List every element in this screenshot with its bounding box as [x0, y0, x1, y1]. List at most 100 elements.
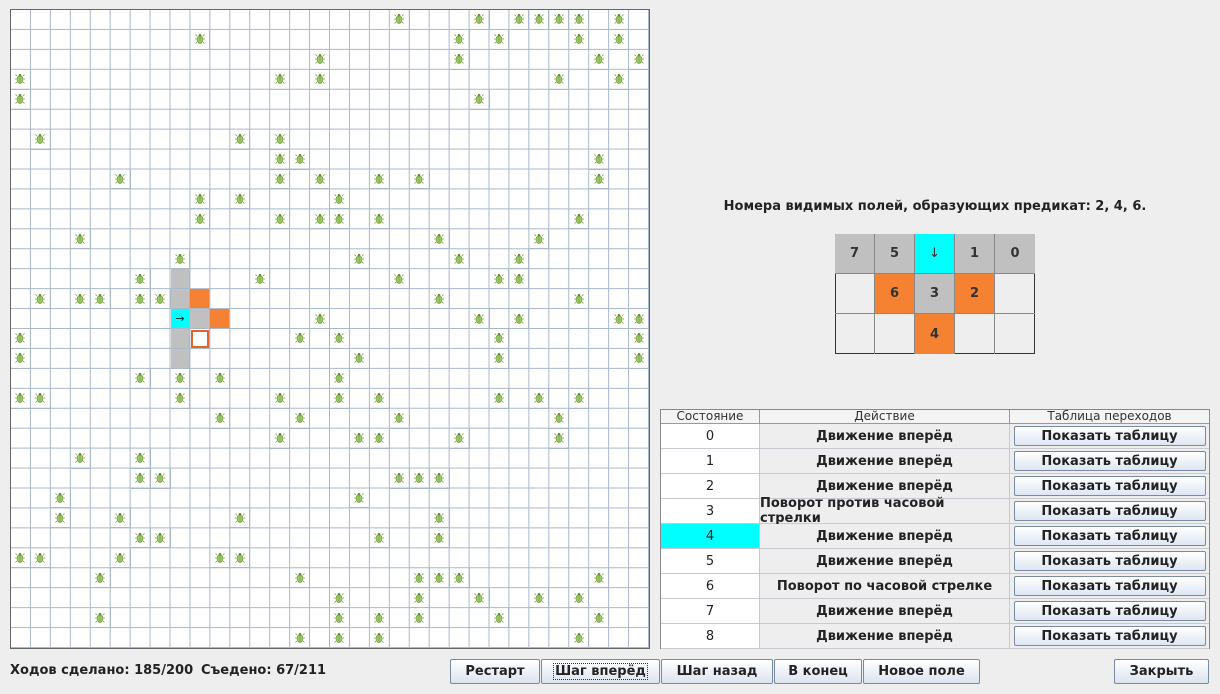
bug-icon: [194, 193, 205, 205]
show-table-button[interactable]: Показать таблицу: [1013, 451, 1206, 471]
state-cell[interactable]: 4: [661, 524, 760, 549]
bug-icon: [294, 632, 305, 644]
bug-icon: [334, 592, 345, 604]
show-table-button[interactable]: Показать таблицу: [1013, 476, 1206, 496]
bug-icon: [474, 313, 485, 325]
bug-cell: [389, 269, 410, 290]
bug-cell: [230, 129, 251, 150]
state-cell[interactable]: 3: [661, 499, 760, 524]
visible-cell: [170, 329, 191, 349]
bug-icon: [234, 193, 245, 205]
table-row: 0 Движение вперёд Показать таблицу: [661, 424, 1209, 449]
restart-button[interactable]: Рестарт: [450, 659, 540, 684]
bug-cell: [330, 608, 350, 629]
bug-cell: [11, 89, 31, 110]
visible-field-cell: 4: [915, 314, 955, 354]
table-row: 2 Движение вперёд Показать таблицу: [661, 474, 1209, 499]
state-cell[interactable]: 0: [661, 424, 760, 449]
show-table-button[interactable]: Показать таблицу: [1013, 601, 1206, 621]
transition-cell: Показать таблицу: [1010, 574, 1209, 599]
table-row: 1 Движение вперёд Показать таблицу: [661, 449, 1209, 474]
bug-cell: [11, 548, 31, 569]
bug-icon: [314, 313, 325, 325]
action-cell[interactable]: Поворот против часовой стрелки: [760, 496, 1010, 526]
bug-icon: [214, 552, 225, 564]
bug-icon: [75, 293, 86, 305]
bug-cell: [330, 388, 350, 409]
bug-icon: [274, 153, 285, 165]
agent-cell: [190, 329, 211, 349]
bug-cell: [569, 209, 590, 230]
state-cell[interactable]: 2: [661, 474, 760, 499]
table-row: 5 Движение вперёд Показать таблицу: [661, 549, 1209, 574]
bug-cell: [609, 29, 630, 50]
bug-cell: [569, 588, 590, 609]
action-cell[interactable]: Движение вперёд: [760, 599, 1010, 624]
bug-cell: [429, 508, 450, 529]
bug-icon: [513, 13, 524, 25]
visible-field-cell: ↓: [915, 234, 955, 274]
bug-cell: [469, 309, 490, 329]
bug-cell: [569, 628, 590, 648]
action-cell[interactable]: Движение вперёд: [760, 424, 1010, 449]
show-table-button[interactable]: Показать таблицу: [1013, 501, 1206, 521]
bug-cell: [529, 588, 550, 609]
bug-icon: [214, 372, 225, 384]
state-cell[interactable]: 7: [661, 599, 760, 624]
bug-cell: [270, 169, 291, 190]
visible-field-cell: 3: [915, 274, 955, 314]
bug-cell: [489, 388, 510, 409]
close-button[interactable]: Закрыть: [1114, 659, 1209, 684]
show-table-button[interactable]: Показать таблицу: [1013, 576, 1206, 596]
step-forward-button[interactable]: Шаг вперёд: [541, 659, 660, 684]
bug-cell: [509, 269, 530, 290]
bug-icon: [513, 253, 524, 265]
bug-icon: [394, 273, 405, 285]
bug-cell: [270, 428, 291, 449]
bug-icon: [553, 73, 564, 85]
bug-icon: [314, 173, 325, 185]
new-field-button[interactable]: Новое поле: [863, 659, 980, 684]
action-cell[interactable]: Поворот по часовой стрелке: [760, 574, 1010, 599]
show-table-button[interactable]: Показать таблицу: [1013, 551, 1206, 571]
state-cell[interactable]: 6: [661, 574, 760, 599]
bug-icon: [294, 572, 305, 584]
action-cell[interactable]: Движение вперёд: [760, 449, 1010, 474]
bug-icon: [214, 412, 225, 424]
bug-cell: [110, 169, 131, 190]
bug-cell: [11, 69, 31, 90]
bug-cell: [50, 508, 71, 529]
bug-cell: [310, 209, 330, 230]
action-cell[interactable]: Движение вперёд: [760, 549, 1010, 574]
visible-field-cell: [995, 274, 1035, 314]
bug-cell: [270, 388, 291, 409]
state-cell[interactable]: 1: [661, 449, 760, 474]
bug-cell: [389, 468, 410, 489]
state-cell[interactable]: 8: [661, 624, 760, 649]
bug-cell: [310, 69, 330, 90]
action-cell[interactable]: Движение вперёд: [760, 474, 1010, 499]
show-table-button[interactable]: Показать таблицу: [1013, 526, 1206, 546]
step-back-button[interactable]: Шаг назад: [661, 659, 773, 684]
direction-arrow-icon: →: [175, 312, 185, 326]
action-cell[interactable]: Движение вперёд: [760, 624, 1010, 649]
state-cell[interactable]: 5: [661, 549, 760, 574]
bug-cell: [130, 468, 151, 489]
show-table-button[interactable]: Показать таблицу: [1013, 626, 1206, 646]
bug-cell: [230, 508, 251, 529]
show-table-button[interactable]: Показать таблицу: [1013, 426, 1206, 446]
transition-cell: Показать таблицу: [1010, 499, 1209, 524]
bug-icon: [274, 392, 285, 404]
bug-icon: [354, 492, 365, 504]
bug-icon: [294, 153, 305, 165]
bug-cell: [469, 89, 490, 110]
bug-cell: [509, 309, 530, 329]
to-end-button[interactable]: В конец: [774, 659, 862, 684]
visible-field-cell: 1: [955, 234, 995, 274]
visible-field-cell: 2: [955, 274, 995, 314]
bug-cell: [230, 548, 251, 569]
bug-cell: [469, 10, 490, 30]
visible-field-cell: 6: [875, 274, 915, 314]
action-cell[interactable]: Движение вперёд: [760, 524, 1010, 549]
bug-cell: [330, 628, 350, 648]
